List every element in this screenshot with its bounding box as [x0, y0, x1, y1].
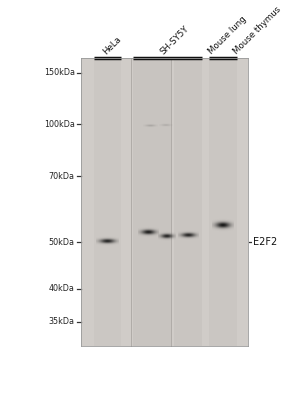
Text: HeLa: HeLa	[101, 34, 123, 56]
Text: 40kDa: 40kDa	[49, 284, 75, 293]
Text: SH-SY5Y: SH-SY5Y	[159, 24, 191, 56]
Bar	[209, 58, 237, 346]
Bar	[81, 58, 248, 346]
Text: 100kDa: 100kDa	[44, 120, 75, 129]
Text: 35kDa: 35kDa	[49, 317, 75, 326]
Text: 70kDa: 70kDa	[49, 172, 75, 180]
Bar	[133, 58, 172, 346]
Text: Mouse lung: Mouse lung	[206, 14, 248, 56]
Text: E2F2: E2F2	[253, 238, 278, 248]
Text: Mouse thymus: Mouse thymus	[231, 5, 283, 56]
Bar	[174, 58, 201, 346]
Text: 50kDa: 50kDa	[49, 238, 75, 247]
Bar	[93, 58, 121, 346]
Text: 150kDa: 150kDa	[44, 68, 75, 77]
